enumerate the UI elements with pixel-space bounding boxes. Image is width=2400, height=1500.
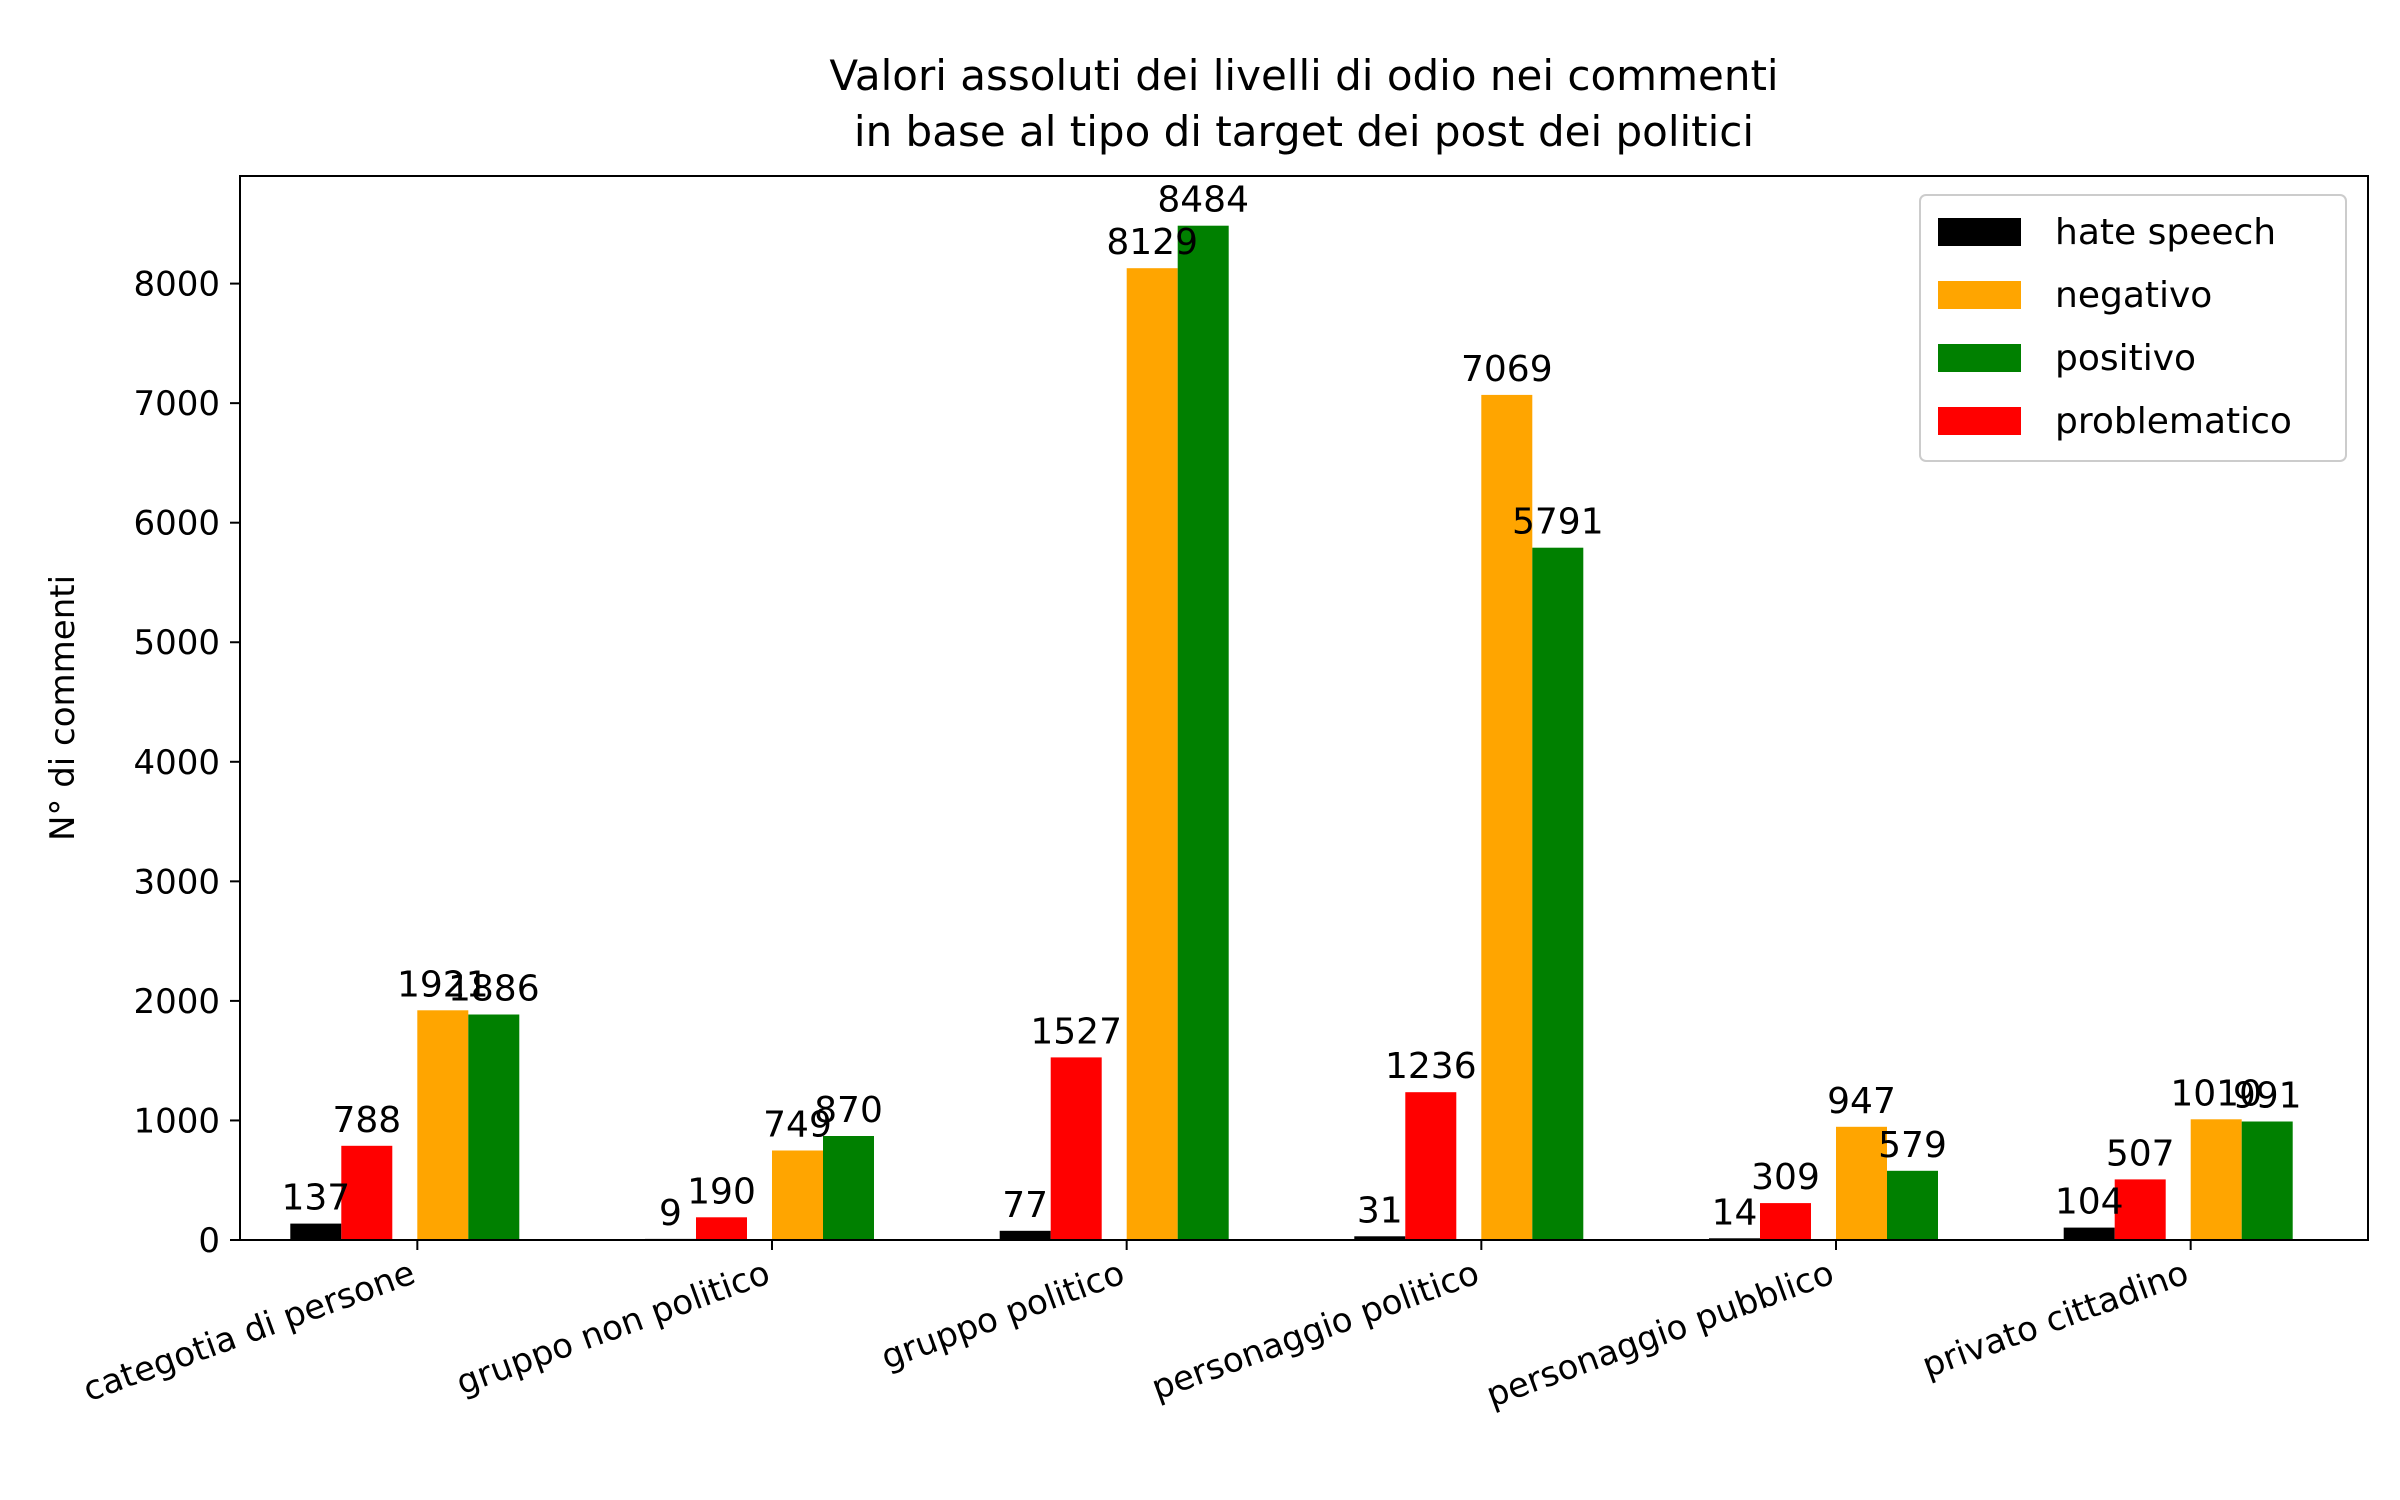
bar-problematico-1 — [341, 1145, 393, 1240]
data-label-negativo-6: 1010 — [2170, 1073, 2262, 1114]
data-label-hate-speech-4: 31 — [1357, 1190, 1403, 1231]
chart-title-line-2: in base al tipo di target dei post dei p… — [854, 107, 1754, 156]
bar-problematico-2 — [696, 1217, 747, 1240]
y-tick-label-6000: 6000 — [133, 504, 220, 544]
data-label-problematico-3: 1527 — [1030, 1011, 1122, 1052]
bar-problematico-3 — [1050, 1057, 1102, 1240]
bar-positivo-1 — [468, 1014, 520, 1240]
legend-swatch-hate-speech — [1938, 218, 2021, 246]
data-label-hate-speech-3: 77 — [1002, 1185, 1048, 1226]
data-label-hate-speech-5: 14 — [1712, 1192, 1758, 1233]
bar-problematico-5 — [1760, 1203, 1811, 1240]
bar-negativo-2 — [772, 1150, 823, 1240]
legend-label-problematico: problematico — [2055, 401, 2292, 442]
y-tick-label-2000: 2000 — [133, 982, 220, 1022]
legend-label-positivo: positivo — [2055, 338, 2196, 379]
y-tick-label-3000: 3000 — [133, 862, 220, 902]
data-label-negativo-2: 749 — [763, 1105, 832, 1146]
y-tick-label-5000: 5000 — [133, 623, 220, 663]
legend-label-negativo: negativo — [2055, 275, 2212, 316]
y-tick-label-7000: 7000 — [133, 384, 220, 424]
y-tick-label-4000: 4000 — [133, 743, 220, 783]
bar-hate-speech-4 — [1354, 1236, 1406, 1240]
data-label-hate-speech-1: 137 — [281, 1178, 350, 1219]
y-tick-label-8000: 8000 — [133, 265, 220, 305]
bar-problematico-6 — [2114, 1179, 2166, 1240]
bar-hate-speech-6 — [2063, 1227, 2115, 1240]
data-label-positivo-2: 870 — [814, 1090, 883, 1131]
x-tick-label-4: personaggio politico — [1146, 1253, 1484, 1409]
data-label-problematico-1: 788 — [332, 1100, 401, 1141]
bar-hate-speech-1 — [290, 1223, 342, 1240]
chart-title: Valori assoluti dei livelli di odio nei … — [829, 51, 1778, 156]
data-label-positivo-4: 5791 — [1512, 502, 1604, 543]
legend-box — [1919, 194, 2347, 462]
bar-positivo-2 — [823, 1136, 874, 1240]
x-tick-label-3: gruppo politico — [876, 1253, 1130, 1378]
bar-positivo-6 — [2241, 1121, 2293, 1240]
legend-swatch-positivo — [1938, 344, 2021, 372]
legend-label-hate-speech: hate speech — [2055, 212, 2276, 253]
data-label-negativo-5: 947 — [1827, 1081, 1896, 1122]
data-label-negativo-3: 8129 — [1106, 222, 1198, 263]
data-label-hate-speech-6: 104 — [2055, 1182, 2124, 1223]
bar-hate-speech-3 — [999, 1230, 1051, 1240]
bar-negativo-6 — [2190, 1119, 2242, 1240]
x-tick-label-6: privato cittadino — [1917, 1253, 2194, 1386]
plot-frame — [239, 175, 2369, 1241]
x-tick-label-1: categotia di persone — [78, 1253, 420, 1410]
data-label-problematico-4: 1236 — [1385, 1046, 1477, 1087]
data-label-negativo-4: 7069 — [1461, 349, 1553, 390]
bar-negativo-3 — [1126, 268, 1178, 1240]
chart-title-line-1: Valori assoluti dei livelli di odio nei … — [829, 51, 1778, 100]
data-label-positivo-5: 579 — [1878, 1125, 1947, 1166]
data-label-problematico-5: 309 — [1751, 1157, 1820, 1198]
y-axis-label: N° di commenti — [43, 575, 83, 841]
bar-positivo-5 — [1887, 1170, 1938, 1240]
legend: hate speech negativo positivo problematico — [1919, 194, 2347, 462]
bar-negativo-5 — [1836, 1126, 1887, 1240]
data-label-positivo-3: 8484 — [1157, 180, 1249, 221]
legend-swatch-problematico — [1938, 407, 2021, 435]
y-tick-label-0: 0 — [198, 1221, 220, 1261]
bar-negativo-1 — [417, 1010, 469, 1240]
y-tick-label-1000: 1000 — [133, 1101, 220, 1141]
bar-positivo-4 — [1532, 547, 1584, 1240]
bar-problematico-4 — [1405, 1092, 1457, 1240]
data-label-problematico-6: 507 — [2106, 1133, 2175, 1174]
data-label-problematico-2: 190 — [687, 1171, 756, 1212]
legend-swatch-negativo — [1938, 281, 2021, 309]
x-tick-label-5: personaggio pubblico — [1481, 1253, 1839, 1416]
bar-negativo-4 — [1481, 394, 1533, 1240]
x-tick-label-2: gruppo non politico — [451, 1253, 775, 1404]
data-label-negativo-1: 1921 — [397, 964, 489, 1005]
data-label-hate-speech-2: 9 — [659, 1193, 682, 1234]
data-label-positivo-1: 1886 — [448, 969, 540, 1010]
bars-group — [290, 225, 2293, 1240]
bar-positivo-3 — [1177, 225, 1229, 1240]
data-label-positivo-6: 991 — [2233, 1076, 2302, 1117]
